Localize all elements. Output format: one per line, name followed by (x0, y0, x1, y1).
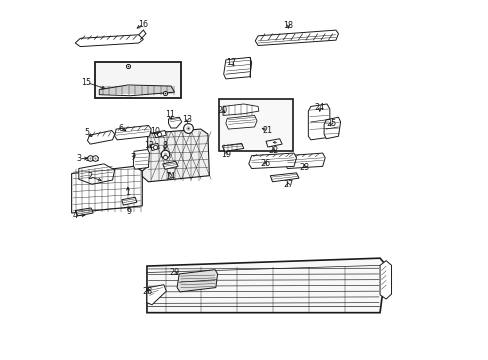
Text: 3: 3 (76, 154, 81, 163)
Text: 1: 1 (125, 188, 130, 197)
Polygon shape (225, 116, 257, 129)
Text: 27: 27 (283, 180, 293, 189)
Polygon shape (324, 117, 340, 139)
Text: 2: 2 (87, 172, 92, 181)
Text: 7: 7 (130, 153, 135, 162)
Polygon shape (79, 164, 115, 184)
Text: 5: 5 (84, 128, 89, 137)
Text: 16: 16 (138, 19, 148, 28)
Polygon shape (255, 30, 338, 45)
Text: 17: 17 (225, 58, 235, 67)
Polygon shape (154, 131, 166, 138)
Polygon shape (270, 173, 298, 182)
Bar (94, 62, 180, 98)
Text: 8: 8 (162, 141, 167, 150)
Polygon shape (163, 161, 178, 169)
Polygon shape (115, 126, 151, 140)
Text: 18: 18 (283, 21, 293, 30)
Polygon shape (222, 143, 244, 151)
Text: 4: 4 (73, 211, 78, 220)
Polygon shape (147, 258, 386, 313)
Polygon shape (308, 104, 329, 140)
Text: 24: 24 (314, 103, 324, 112)
Polygon shape (265, 139, 282, 147)
Polygon shape (379, 261, 391, 299)
Text: 15: 15 (81, 78, 92, 87)
Polygon shape (72, 166, 142, 213)
Text: 20: 20 (217, 105, 227, 114)
Text: 28: 28 (142, 287, 152, 296)
Text: 21: 21 (262, 126, 272, 135)
Text: 6: 6 (118, 123, 123, 132)
Text: 22: 22 (268, 146, 279, 155)
Text: 19: 19 (221, 150, 230, 159)
Polygon shape (284, 153, 325, 168)
Polygon shape (87, 131, 115, 144)
Text: 9: 9 (126, 207, 131, 216)
Polygon shape (133, 149, 149, 169)
Text: 14: 14 (164, 172, 175, 181)
Polygon shape (223, 104, 258, 116)
Text: 25: 25 (325, 119, 336, 128)
Polygon shape (150, 143, 159, 150)
Polygon shape (147, 285, 166, 305)
Polygon shape (142, 129, 209, 182)
Text: 11: 11 (164, 110, 175, 119)
Text: 23: 23 (299, 163, 309, 172)
Text: 26: 26 (260, 159, 270, 168)
Polygon shape (177, 270, 217, 292)
Polygon shape (168, 117, 182, 128)
Text: 13: 13 (182, 115, 192, 124)
Bar (218, 99, 293, 151)
Polygon shape (122, 197, 137, 205)
Polygon shape (99, 85, 174, 96)
Text: 12: 12 (144, 141, 154, 150)
Polygon shape (223, 57, 251, 79)
Text: 10: 10 (150, 127, 160, 136)
Text: 29: 29 (169, 268, 179, 277)
Polygon shape (75, 35, 143, 46)
Polygon shape (75, 208, 93, 216)
Polygon shape (248, 153, 296, 168)
